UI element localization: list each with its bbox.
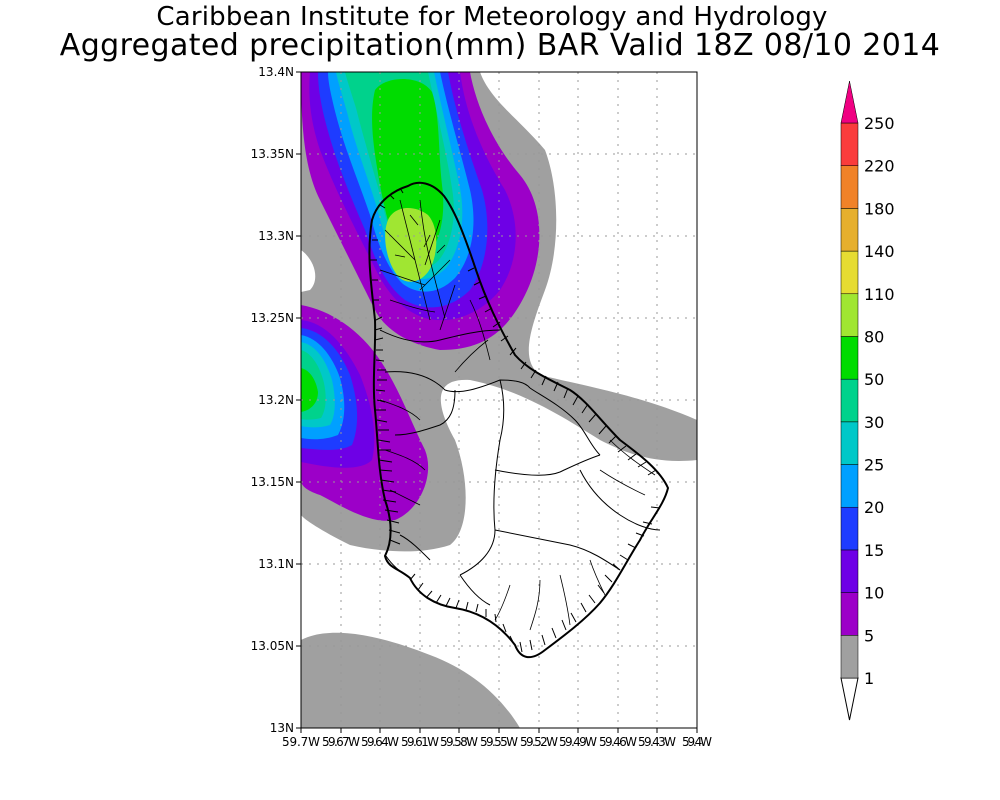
colorbar-label: 20 — [864, 498, 884, 517]
colorbar-label: 1 — [864, 669, 874, 688]
lon-label: 59.43W — [638, 735, 676, 749]
colorbar-label: 220 — [864, 157, 895, 176]
colorbar-label: 80 — [864, 327, 884, 346]
colorbar-segment — [840, 506, 859, 551]
lat-label: 13.15N — [251, 475, 294, 489]
colorbar-label: 10 — [864, 584, 884, 603]
lat-label: 13.4N — [258, 65, 294, 79]
colorbar-label: 110 — [864, 285, 895, 304]
colorbar-label: 25 — [864, 456, 884, 475]
lon-label: 59.4W — [682, 735, 712, 749]
colorbar-label: 140 — [864, 242, 895, 261]
lon-label: 59.46W — [599, 735, 637, 749]
title-line-1: Caribbean Institute for Meteorology and … — [156, 2, 828, 32]
lon-label: 59.55W — [480, 735, 518, 749]
colorbar-label: 50 — [864, 370, 884, 389]
colorbar-segment — [840, 293, 859, 337]
lon-label: 59.61W — [401, 735, 439, 749]
colorbar-label: 5 — [864, 626, 874, 645]
colorbar-segment — [840, 549, 859, 593]
lon-label: 59.67W — [322, 735, 360, 749]
colorbar-segment — [840, 208, 859, 252]
longitude-axis: 59.7W 59.67W 59.64W 59.61W 59.58W 59.55W… — [282, 728, 712, 749]
colorbar-label: 250 — [864, 114, 895, 133]
colorbar-segment — [840, 250, 859, 295]
precipitation-field — [301, 72, 697, 728]
precip-zone-gray-south — [301, 632, 520, 728]
lon-label: 59.49W — [559, 735, 597, 749]
colorbar-under-arrow — [840, 677, 859, 721]
colorbar-segment — [840, 122, 859, 166]
colorbar-segment — [840, 592, 859, 636]
lat-label: 13.35N — [251, 147, 294, 161]
barbados-coastline — [368, 181, 670, 659]
colorbar-label: 30 — [864, 413, 884, 432]
latitude-axis: 13.4N 13.35N 13.3N 13.25N 13.2N 13.15N 1… — [251, 65, 301, 735]
colorbar-segment — [840, 378, 859, 423]
colorbar-segment — [840, 421, 859, 465]
lat-label: 13.3N — [258, 229, 294, 243]
lon-label: 59.58W — [440, 735, 478, 749]
colorbar-segment — [840, 165, 859, 209]
colorbar-over-arrow — [840, 80, 859, 124]
colorbar-segment — [840, 336, 859, 380]
colorbar-segment — [840, 635, 859, 679]
lon-label: 59.7W — [282, 735, 320, 749]
title-line-2: Aggregated precipitation(mm) BAR Valid 1… — [59, 28, 941, 63]
lon-label: 59.52W — [520, 735, 558, 749]
colorbar-label: 15 — [864, 541, 884, 560]
lat-label: 13.1N — [258, 557, 294, 571]
lat-label: 13.05N — [251, 639, 294, 653]
lat-label: 13.2N — [258, 393, 294, 407]
colorbar-segment — [840, 464, 859, 508]
colorbar-label: 180 — [864, 199, 895, 218]
lat-label: 13N — [270, 721, 294, 735]
lon-label: 59.64W — [361, 735, 399, 749]
lat-label: 13.25N — [251, 311, 294, 325]
